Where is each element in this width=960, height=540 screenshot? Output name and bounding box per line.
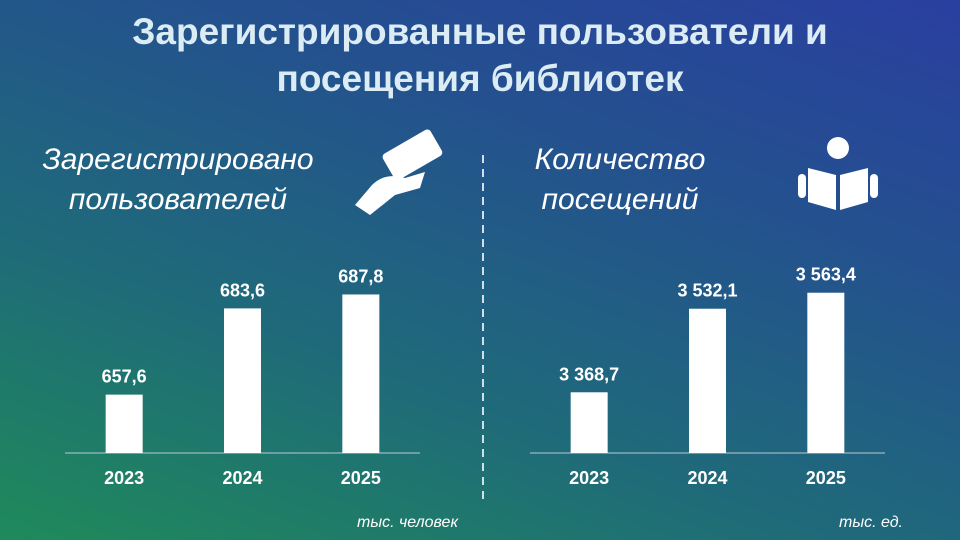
- x-tick-label: 2024: [222, 468, 262, 488]
- x-tick-label: 2023: [569, 468, 609, 488]
- value-label: 657,6: [102, 367, 147, 387]
- hand-card-icon: [355, 129, 443, 215]
- bar: [342, 294, 380, 453]
- bar: [224, 308, 261, 453]
- x-tick-label: 2023: [104, 468, 144, 488]
- value-label: 687,8: [338, 266, 383, 286]
- bar: [689, 308, 726, 453]
- value-label: 3 368,7: [559, 364, 619, 384]
- value-label: 3 563,4: [796, 265, 856, 285]
- bar: [570, 392, 608, 453]
- slide-title: Зарегистрированные пользователи и посеще…: [132, 11, 828, 99]
- bar: [807, 292, 845, 453]
- x-tick-label: 2025: [341, 468, 381, 488]
- bar: [105, 394, 143, 453]
- unit-label: тыс. ед.: [839, 514, 903, 531]
- x-tick-label: 2025: [806, 468, 846, 488]
- unit-label: тыс. человек: [357, 514, 459, 531]
- value-label: 3 532,1: [677, 281, 737, 301]
- chart-title: Зарегистрировано пользователей: [42, 143, 314, 216]
- reader-icon: [798, 137, 878, 210]
- value-label: 683,6: [220, 280, 265, 300]
- x-tick-label: 2024: [687, 468, 727, 488]
- chart-title: Количество посещений: [534, 143, 706, 216]
